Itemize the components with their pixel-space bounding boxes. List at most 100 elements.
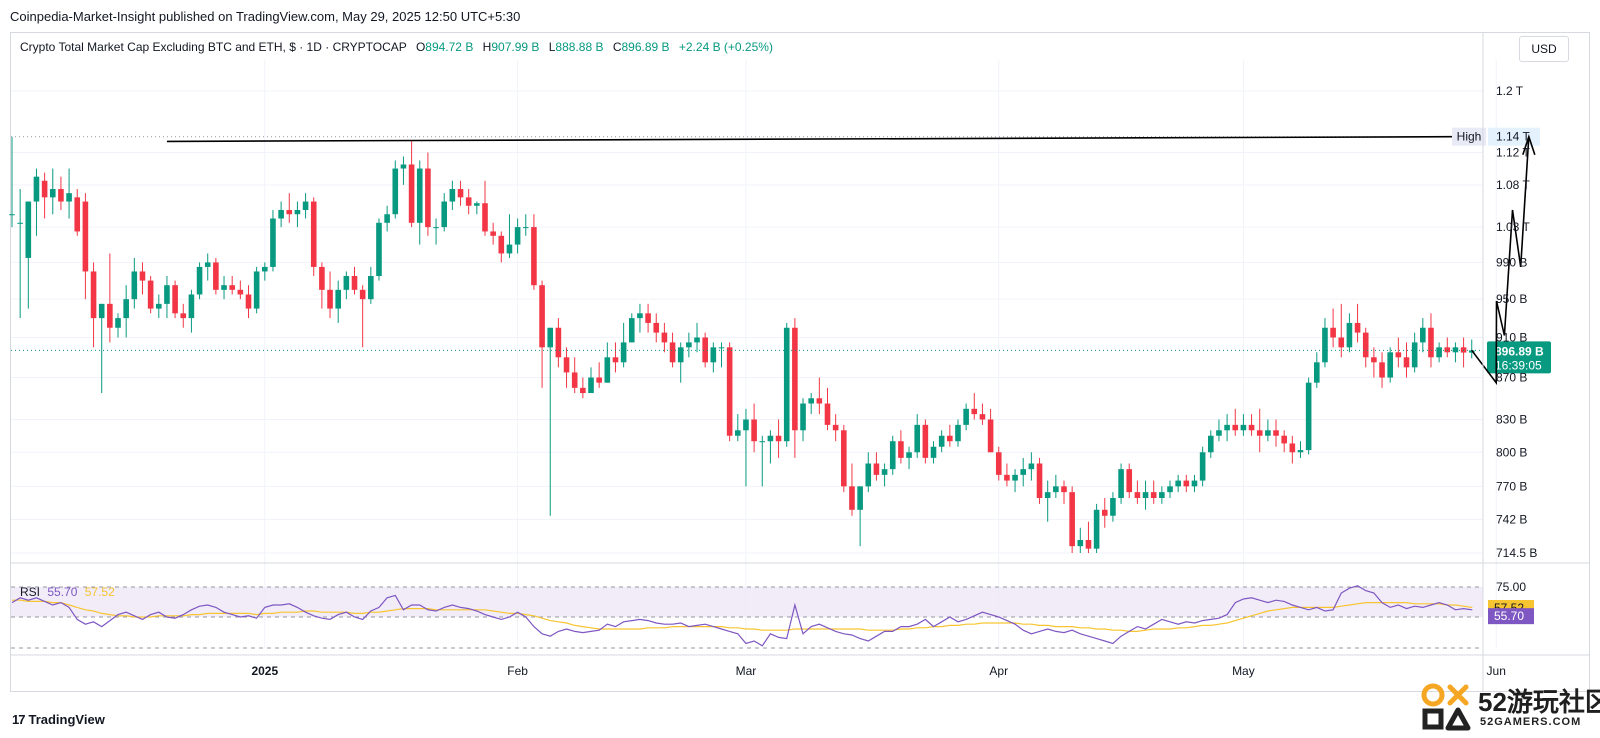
candle-body (204, 262, 211, 267)
candle-body (465, 197, 472, 206)
candle-body (1110, 497, 1116, 516)
candle (1240, 414, 1247, 436)
candle (1093, 503, 1100, 553)
candle-body (1207, 435, 1214, 453)
candle-body (1379, 362, 1385, 378)
candle (327, 271, 333, 319)
candle-body (180, 313, 187, 319)
candle (743, 408, 749, 487)
candle-body (1224, 424, 1230, 431)
price-tick-label: 714.5 B (1496, 546, 1537, 560)
rsi-value: 55.70 (47, 585, 78, 599)
candle (889, 435, 896, 475)
candle (963, 403, 969, 431)
candle (1379, 352, 1385, 388)
candle (1273, 419, 1279, 447)
candle (123, 285, 129, 338)
candle (98, 303, 105, 394)
candle-body (1175, 480, 1181, 487)
candle-body (824, 403, 831, 425)
candle-body (270, 218, 276, 267)
candle-body (327, 289, 333, 309)
candle (661, 322, 668, 353)
candle (1183, 474, 1190, 493)
candle-body (1265, 430, 1271, 436)
candle-body (1232, 424, 1239, 431)
candle-body (1452, 347, 1459, 353)
candle-body (898, 441, 904, 458)
candle (74, 189, 81, 236)
price-tick-label: 830 B (1496, 412, 1527, 426)
candle-body (449, 189, 456, 202)
candle (1460, 337, 1467, 368)
candle (90, 262, 97, 348)
candle (270, 209, 276, 272)
candle-body (1044, 492, 1051, 498)
candle (995, 446, 1002, 481)
rsi-value-tag-label: 55.70 (1494, 609, 1524, 623)
candle (669, 332, 676, 368)
candle (1110, 492, 1116, 522)
candle (180, 303, 187, 328)
candle (857, 486, 863, 547)
candle-body (841, 430, 847, 487)
projection-path (1471, 136, 1530, 386)
candle (1199, 446, 1206, 487)
candle (1044, 480, 1051, 522)
candle (408, 140, 415, 228)
candle (33, 168, 40, 236)
price-tick-label: 870 B (1496, 371, 1527, 385)
price-tick-label: 1.12 T (1496, 145, 1530, 159)
candle-body (66, 193, 72, 202)
candle (1069, 486, 1075, 553)
tradingview-logo[interactable]: 17 TradingView (12, 712, 105, 727)
candle-body (669, 342, 676, 363)
price-tick-label: 1.2 T (1496, 84, 1524, 98)
candle (881, 463, 888, 487)
candle-body (1093, 509, 1100, 549)
price-tick-label: 950 B (1496, 292, 1527, 306)
candle (1468, 339, 1475, 359)
candle-body (392, 168, 399, 215)
candle (898, 430, 904, 464)
watermark-title: 52游玩社区 (1478, 687, 1600, 717)
candle-body (1061, 486, 1067, 493)
candle (416, 160, 423, 245)
candle-body (1036, 463, 1043, 498)
rsi-label: RSI (20, 585, 41, 599)
price-tick-label: 742 B (1496, 512, 1527, 526)
candle-body (914, 424, 921, 453)
candle (734, 414, 741, 442)
currency-button[interactable]: USD (1519, 36, 1569, 62)
candle-body (547, 327, 554, 348)
candle (253, 266, 260, 314)
candle (914, 414, 921, 458)
close-value: 896.89 B (621, 40, 670, 54)
high-tag-box (1452, 127, 1486, 146)
candle (425, 152, 431, 236)
high-value: 907.99 B (491, 40, 540, 54)
candle (726, 342, 733, 442)
candle (1395, 337, 1402, 368)
candle (392, 160, 399, 219)
candle (1012, 469, 1018, 493)
candle-body (1436, 347, 1442, 358)
candle-body (653, 322, 660, 333)
candle-body (661, 332, 668, 343)
candle (832, 414, 839, 442)
candle-body (1248, 424, 1255, 431)
candle-body (979, 414, 986, 420)
candle (865, 452, 872, 493)
candle (278, 201, 284, 228)
open-label: O (415, 40, 426, 54)
low-label: L (548, 40, 556, 54)
candle-body (221, 285, 227, 290)
candle-body (767, 435, 774, 442)
candle-body (1053, 486, 1059, 493)
candle-body (1395, 352, 1402, 358)
candle (800, 398, 806, 442)
candle (1403, 342, 1410, 378)
candle (514, 218, 521, 254)
candle (482, 180, 488, 236)
